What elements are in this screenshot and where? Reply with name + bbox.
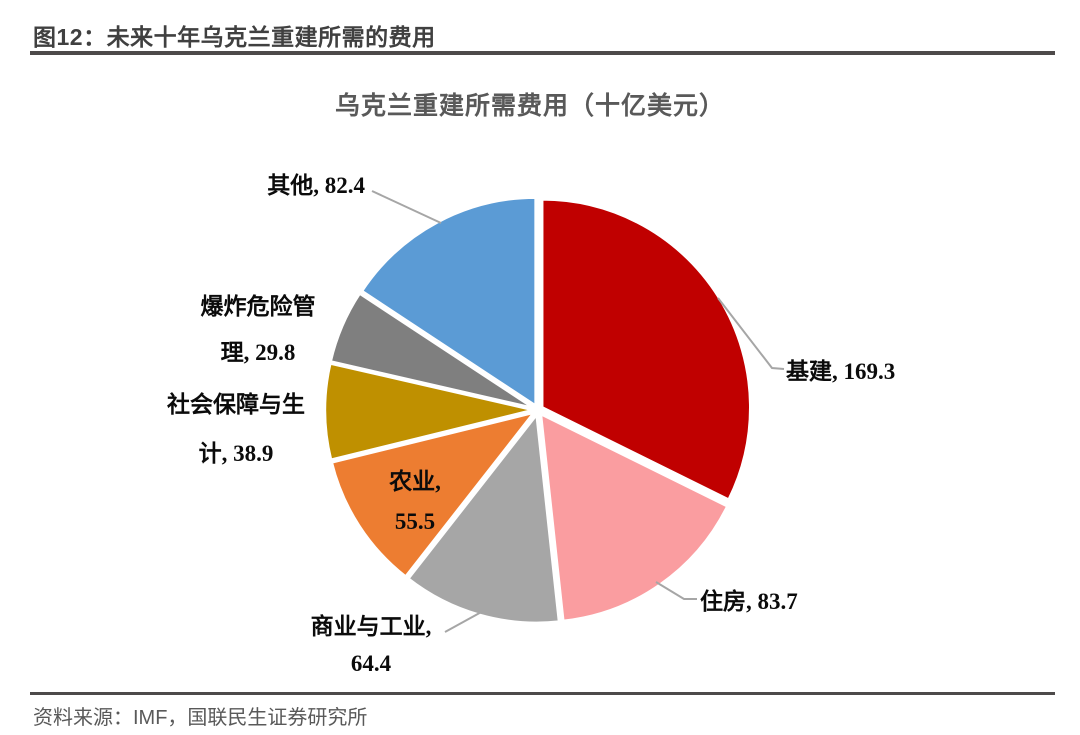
label-social-protection-line1: 社会保障与生 <box>167 392 305 417</box>
label-explosive-hazard: 爆炸危险管 理, 29.8 <box>160 284 356 376</box>
footer-divider <box>30 692 1055 695</box>
header-divider <box>30 51 1055 55</box>
source-note: 资料来源：IMF，国联民生证券研究所 <box>33 707 368 729</box>
pie-slice-commerce-industry <box>406 411 561 625</box>
label-explosive-hazard-line1: 爆炸危险管 <box>200 294 316 319</box>
chart-title: 乌克兰重建所需费用（十亿美元） <box>334 92 725 120</box>
label-commerce-industry: 商业与工业, 64.4 <box>280 608 462 682</box>
leader-line-infrastructure <box>717 297 785 370</box>
label-agriculture: 农业, 55.5 <box>350 462 480 542</box>
label-infrastructure-line: 基建, 169.3 <box>786 359 896 384</box>
label-social-protection-line2: 计, 38.9 <box>198 441 274 466</box>
pie-slice-explosive-hazard <box>329 291 535 410</box>
label-other: 其他, 82.4 <box>150 166 365 200</box>
label-commerce-industry-line2: 64.4 <box>350 651 392 676</box>
leader-line-housing <box>655 581 697 600</box>
label-agriculture-line2: 55.5 <box>394 509 436 534</box>
label-housing: 住房, 83.7 <box>700 582 798 616</box>
figure-title: 图12：未来十年乌克兰重建所需的费用 <box>33 24 436 50</box>
label-explosive-hazard-line2: 理, 29.8 <box>220 340 296 365</box>
label-infrastructure: 基建, 169.3 <box>786 352 895 386</box>
label-agriculture-line1: 农业, <box>389 469 441 494</box>
label-social-protection: 社会保障与生 计, 38.9 <box>138 380 334 478</box>
pie-slice-social-protection <box>323 362 534 462</box>
label-other-line: 其他, 82.4 <box>267 173 365 198</box>
pie-slice-agriculture <box>330 410 538 579</box>
leader-line-other <box>371 190 442 224</box>
pie-slice-other <box>360 196 537 408</box>
label-housing-line: 住房, 83.7 <box>700 589 798 614</box>
leader-line-commerce-industry <box>444 609 486 633</box>
label-commerce-industry-line1: 商业与工业, <box>310 614 432 639</box>
